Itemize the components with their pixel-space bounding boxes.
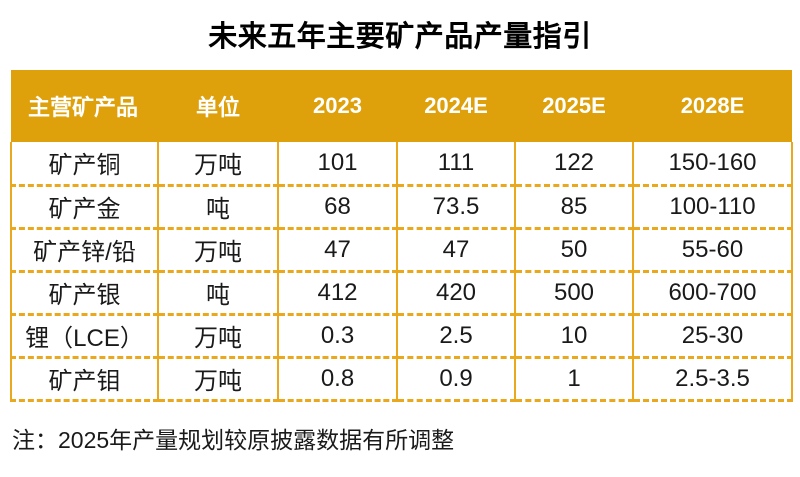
- cell-2024e: 73.5: [396, 185, 515, 230]
- cell-2024e: 111: [396, 142, 515, 187]
- header-2028e: 2028E: [633, 70, 792, 142]
- cell-2023: 412: [277, 271, 397, 316]
- cell-unit: 万吨: [157, 357, 278, 402]
- cell-unit: 万吨: [157, 314, 278, 359]
- cell-2025e: 50: [514, 228, 633, 273]
- table-row-molybdenum: 矿产钼 万吨 0.8 0.9 1 2.5-3.5: [10, 357, 793, 402]
- cell-2025e: 85: [514, 185, 633, 230]
- header-2023: 2023: [278, 70, 397, 142]
- cell-2028e: 2.5-3.5: [632, 357, 793, 402]
- header-2024e: 2024E: [397, 70, 515, 142]
- footnote: 注：2025年产量规划较原披露数据有所调整: [12, 427, 455, 453]
- cell-product-name: 矿产钼: [10, 357, 158, 402]
- cell-product-name: 矿产锌/铅: [10, 228, 158, 273]
- page-title: 未来五年主要矿产品产量指引: [208, 21, 592, 53]
- table-header-row: 主营矿产品 单位 2023 2024E 2025E 2028E: [11, 70, 792, 142]
- table-row-zinc-lead: 矿产锌/铅 万吨 47 47 50 55-60: [10, 228, 793, 273]
- header-main-product: 主营矿产品: [11, 70, 158, 142]
- cell-2024e: 47: [396, 228, 515, 273]
- cell-2024e: 420: [396, 271, 515, 316]
- cell-2023: 0.8: [277, 357, 397, 402]
- cell-2024e: 0.9: [396, 357, 515, 402]
- cell-2023: 68: [277, 185, 397, 230]
- cell-unit: 吨: [157, 271, 278, 316]
- cell-2028e: 150-160: [632, 142, 793, 187]
- cell-2028e: 600-700: [632, 271, 793, 316]
- cell-unit: 万吨: [157, 142, 278, 187]
- cell-product-name: 锂（LCE）: [10, 314, 158, 359]
- header-unit: 单位: [158, 70, 278, 142]
- cell-product-name: 矿产银: [10, 271, 158, 316]
- cell-2025e: 122: [514, 142, 633, 187]
- table-row-copper: 矿产铜 万吨 101 111 122 150-160: [10, 142, 793, 187]
- cell-2025e: 500: [514, 271, 633, 316]
- cell-product-name: 矿产铜: [10, 142, 158, 187]
- cell-2028e: 100-110: [632, 185, 793, 230]
- cell-unit: 吨: [157, 185, 278, 230]
- cell-2023: 47: [277, 228, 397, 273]
- cell-2023: 0.3: [277, 314, 397, 359]
- cell-product-name: 矿产金: [10, 185, 158, 230]
- cell-2028e: 55-60: [632, 228, 793, 273]
- cell-2025e: 1: [514, 357, 633, 402]
- table-row-gold: 矿产金 吨 68 73.5 85 100-110: [10, 185, 793, 230]
- cell-2025e: 10: [514, 314, 633, 359]
- header-2025e: 2025E: [515, 70, 633, 142]
- cell-2024e: 2.5: [396, 314, 515, 359]
- cell-2028e: 25-30: [632, 314, 793, 359]
- table-row-silver: 矿产银 吨 412 420 500 600-700: [10, 271, 793, 316]
- cell-unit: 万吨: [157, 228, 278, 273]
- table-row-lithium-lce: 锂（LCE） 万吨 0.3 2.5 10 25-30: [10, 314, 793, 359]
- cell-2023: 101: [277, 142, 397, 187]
- production-guidance-table: 主营矿产品 单位 2023 2024E 2025E 2028E 矿产铜 万吨 1…: [10, 70, 793, 402]
